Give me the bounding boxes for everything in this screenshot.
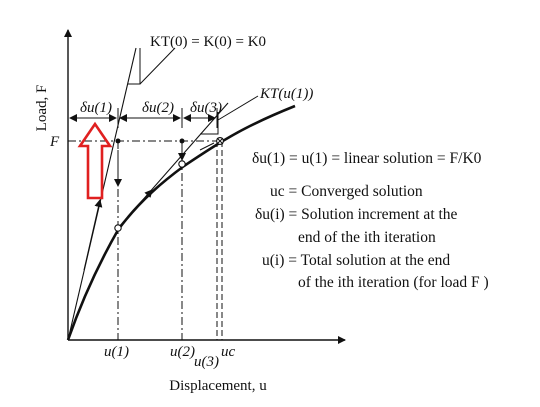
point-f-1 xyxy=(115,138,121,144)
legend-line-3a: δu(i) = Solution increment at the xyxy=(255,206,458,223)
u2-label: u(2) xyxy=(170,344,195,360)
x-axis-label: Displacement, u xyxy=(169,378,267,394)
uc-label: uc xyxy=(221,344,236,360)
du2-label: δu(2) xyxy=(142,100,174,116)
f-level-label: F xyxy=(49,134,60,150)
y-axis-label: Load, F xyxy=(34,85,50,132)
du1-label: δu(1) xyxy=(80,100,112,116)
legend-line-4b: of the ith iteration (for load F ) xyxy=(298,274,489,291)
converged-cross-b xyxy=(216,137,224,145)
ktu1-leader xyxy=(217,95,259,121)
load-displacement-curve xyxy=(66,104,296,341)
kt0-label: KT(0) = K(0) = K0 xyxy=(150,34,266,50)
tangent-arrow-3 xyxy=(199,142,215,151)
point-f-2 xyxy=(179,138,185,144)
legend-line-2: uc = Converged solution xyxy=(270,183,423,200)
second-tangent-line xyxy=(117,102,229,229)
tangent-arrow-1 xyxy=(83,199,103,271)
u3-label: u(3) xyxy=(194,354,219,370)
highlight-arrow xyxy=(77,121,113,200)
slope-triangle-1 xyxy=(128,48,141,85)
legend-line-3b: end of the ith iteration xyxy=(298,229,436,246)
ktu1-label: KT(u(1)) xyxy=(259,86,313,102)
u1-label: u(1) xyxy=(104,344,129,360)
legend-line-1: δu(1) = u(1) = linear solution = F/K0 xyxy=(252,150,482,167)
kt0-leader xyxy=(139,47,176,85)
point-curve-2 xyxy=(178,160,186,168)
point-curve-1 xyxy=(114,224,122,232)
slope-triangle-2 xyxy=(200,112,219,135)
du3-label: δu(3) xyxy=(190,100,222,116)
legend-line-4a: u(i) = Total solution at the end xyxy=(262,252,450,269)
tangent-arrow-2 xyxy=(127,189,153,219)
